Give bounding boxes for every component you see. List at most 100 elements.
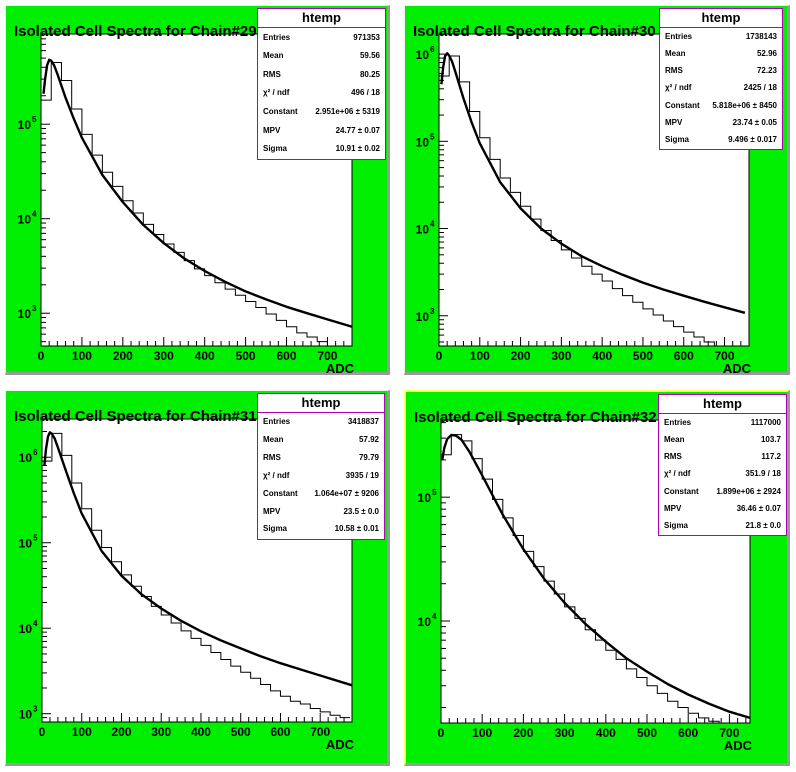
- stats-row: Entries 1117000: [659, 414, 786, 431]
- y-tick-label-exponent: 5: [430, 132, 435, 141]
- y-tick-label-base: 10: [418, 491, 432, 505]
- fit-curve-series: [440, 52, 746, 314]
- x-tick-label: 500: [633, 349, 653, 363]
- y-tick-label-base: 10: [416, 223, 430, 237]
- stats-row: MPV 36.46 ± 0.07: [659, 500, 786, 517]
- x-tick-label: 600: [270, 725, 290, 739]
- x-tick-label: 500: [231, 725, 251, 739]
- y-tick-label-base: 10: [18, 307, 32, 321]
- x-tick-label: 500: [236, 349, 256, 363]
- stats-row: χ² / ndf 3935 / 19: [258, 467, 384, 485]
- stats-label: χ² / ndf: [263, 470, 290, 480]
- stats-row: MPV 23.5 ± 0.0: [258, 502, 384, 520]
- stats-value: 79.79: [358, 453, 379, 463]
- chart-title: Isolated Cell Spectra for Chain#29: [14, 23, 257, 40]
- stats-label: Constant: [665, 100, 700, 110]
- stats-value: 52.96: [756, 49, 777, 59]
- stats-row: χ² / ndf 2425 / 18: [660, 79, 782, 96]
- stats-row: Mean 103.7: [659, 431, 786, 448]
- stats-row: RMS 80.25: [258, 65, 385, 84]
- stats-box-chain-31: htemp Entries 3418837 Mean 57.92 RMS 79.79 χ² /…: [257, 393, 385, 540]
- stats-label: RMS: [263, 69, 281, 79]
- x-tick-label: 0: [38, 349, 45, 363]
- x-tick-label: 100: [472, 726, 492, 740]
- stats-label: Entries: [263, 32, 291, 42]
- stats-row: Sigma 10.91 ± 0.02: [258, 139, 385, 158]
- chart-title: Isolated Cell Spectra for Chain#32: [414, 409, 657, 426]
- x-tick-label: 300: [151, 725, 171, 739]
- stats-label: Constant: [263, 107, 298, 117]
- stats-label: Sigma: [263, 524, 288, 534]
- y-tick-label-exponent: 4: [432, 612, 437, 621]
- stats-value: 117.2: [761, 452, 781, 462]
- y-tick-label-base: 10: [19, 537, 33, 551]
- stats-value: 5.818e+06 ± 8450: [712, 100, 777, 110]
- stats-value: 1.064e+07 ± 9206: [314, 488, 379, 498]
- stats-title: htemp: [258, 9, 385, 28]
- y-tick-label-exponent: 6: [33, 448, 38, 457]
- x-axis-label: ADC: [326, 737, 355, 752]
- y-tick-label-base: 10: [418, 615, 432, 629]
- stats-value: 80.25: [359, 69, 380, 79]
- y-tick-label-exponent: 4: [33, 619, 38, 628]
- stats-label: Mean: [665, 49, 686, 59]
- stats-row: Sigma 10.58 ± 0.01: [258, 520, 384, 538]
- x-tick-label: 100: [72, 349, 92, 363]
- x-tick-label: 300: [555, 726, 575, 740]
- histogram-series: [42, 432, 351, 722]
- x-tick-label: 0: [438, 726, 445, 740]
- stats-label: RMS: [263, 453, 281, 463]
- stats-label: Mean: [263, 435, 284, 445]
- stats-value: 1.899e+06 ± 2924: [716, 486, 781, 496]
- stats-value: 103.7: [760, 435, 781, 445]
- stats-row: RMS 72.23: [660, 62, 782, 79]
- stats-box-chain-29: htemp Entries 971353 Mean 59.56 RMS 80.25 χ² / …: [257, 8, 386, 160]
- stats-row: MPV 23.74 ± 0.05: [660, 114, 782, 131]
- stats-label: MPV: [665, 117, 683, 127]
- stats-value: 2.951e+06 ± 5319: [315, 107, 380, 117]
- x-tick-label: 500: [637, 726, 657, 740]
- stats-box-chain-30: htemp Entries 1738143 Mean 52.96 RMS 72.23 χ² /…: [659, 8, 783, 150]
- y-tick-label-base: 10: [19, 451, 33, 465]
- stats-row: Constant 5.818e+06 ± 8450: [660, 97, 782, 114]
- stats-label: Entries: [665, 32, 693, 42]
- stats-label: RMS: [665, 66, 683, 76]
- stats-box-chain-32: htemp Entries 1117000 Mean 103.7 RMS 117.2 χ² /…: [658, 394, 787, 536]
- x-tick-label: 700: [715, 349, 735, 363]
- pad-chain-32[interactable]: Isolated Cell Spectra for Chain#32 0 100 20…: [404, 390, 790, 766]
- stats-row: Constant 2.951e+06 ± 5319: [258, 102, 385, 121]
- stats-label: Mean: [263, 51, 284, 61]
- fit-curve-series: [42, 58, 352, 328]
- stats-label: Constant: [263, 488, 298, 498]
- plot-svg-chain-30: Isolated Cell Spectra for Chain#30 0 100 20…: [413, 23, 752, 376]
- y-tick-label-exponent: 4: [32, 210, 37, 219]
- y-tick-label-base: 10: [19, 622, 33, 636]
- stats-row: Sigma 9.496 ± 0.017: [660, 131, 782, 148]
- stats-label: Sigma: [665, 134, 690, 144]
- y-tick-label-exponent: 3: [430, 307, 435, 316]
- y-tick-label-exponent: 5: [432, 488, 437, 497]
- x-tick-label: 200: [511, 349, 531, 363]
- stats-value: 1117000: [750, 418, 781, 428]
- stats-label: χ² / ndf: [664, 469, 691, 479]
- stats-value: 971353: [353, 32, 380, 42]
- x-tick-label: 200: [113, 349, 133, 363]
- pad-chain-29[interactable]: Isolated Cell Spectra for Chain#29 0 100 20…: [5, 5, 390, 376]
- chart-title: Isolated Cell Spectra for Chain#30: [413, 23, 656, 40]
- pad-chain-30[interactable]: Isolated Cell Spectra for Chain#30 0 100 20…: [404, 5, 790, 376]
- stats-row: Entries 971353: [258, 28, 385, 47]
- stats-value: 72.23: [756, 66, 777, 76]
- stats-value: 23.5 ± 0.0: [343, 506, 379, 516]
- stats-title: htemp: [258, 394, 384, 413]
- chart-title: Isolated Cell Spectra for Chain#31: [14, 408, 257, 425]
- y-tick-label-base: 10: [18, 118, 32, 132]
- histogram-series: [41, 61, 339, 346]
- y-tick-label-exponent: 3: [32, 304, 37, 313]
- stats-value: 59.56: [359, 51, 380, 61]
- x-tick-label: 600: [277, 349, 297, 363]
- stats-value: 3935 / 19: [345, 470, 379, 480]
- stats-value: 10.91 ± 0.02: [335, 144, 380, 154]
- pad-chain-31[interactable]: Isolated Cell Spectra for Chain#31 0 100 20…: [5, 390, 390, 766]
- x-tick-label: 300: [551, 349, 571, 363]
- stats-value: 36.46 ± 0.07: [736, 503, 781, 513]
